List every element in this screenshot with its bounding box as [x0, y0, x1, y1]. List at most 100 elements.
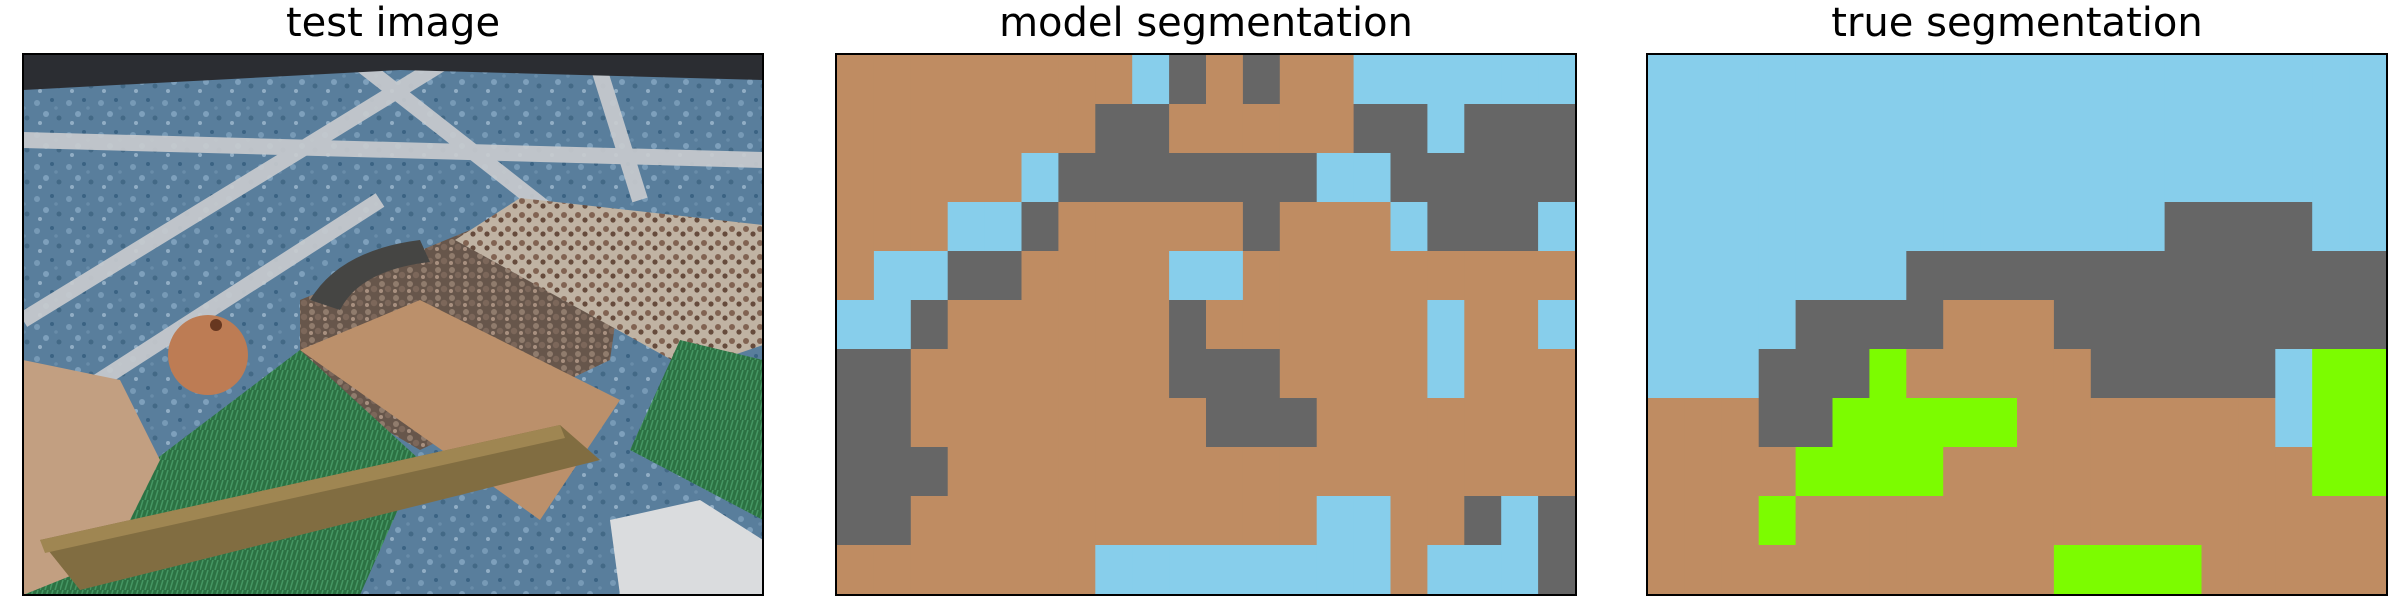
model-segmentation-cell	[1242, 398, 1281, 448]
model-segmentation-cell	[873, 496, 912, 546]
true-segmentation-cell	[2053, 349, 2092, 399]
true-segmentation-cell	[2017, 496, 2055, 546]
model-segmentation-cell	[837, 447, 875, 497]
true-segmentation-cell	[1684, 496, 1723, 546]
true-segmentation-cell	[1869, 104, 1907, 154]
true-segmentation-cell	[1980, 153, 2018, 203]
model-segmentation-cell	[1206, 545, 1244, 595]
true-segmentation-cell	[1906, 349, 1944, 399]
model-segmentation-cell	[947, 202, 986, 252]
model-segmentation-cell	[1353, 545, 1392, 595]
true-segmentation-cell	[1906, 496, 1944, 546]
model-segmentation-cell	[1169, 300, 1207, 350]
true-segmentation-cell	[2090, 251, 2129, 301]
model-segmentation-cell	[1206, 447, 1244, 497]
true-segmentation-cell	[2090, 349, 2129, 399]
model-segmentation-cell	[1021, 545, 1059, 595]
true-segmentation-cell	[2349, 496, 2387, 546]
true-segmentation-cell	[2090, 55, 2129, 105]
model-segmentation-cell	[1538, 349, 1576, 399]
model-segmentation-cell	[1538, 496, 1576, 546]
model-segmentation-cell	[1390, 251, 1428, 301]
model-segmentation-cell	[1353, 447, 1392, 497]
true-segmentation-cell	[2017, 104, 2055, 154]
true-segmentation-cell	[2238, 104, 2276, 154]
model-segmentation-cell	[910, 153, 949, 203]
true-segmentation-cell	[2164, 447, 2203, 497]
model-segmentation-cell	[910, 251, 949, 301]
true-segmentation-cell	[1721, 104, 1760, 154]
true-segmentation-cell	[1906, 300, 1944, 350]
true-segmentation-cell	[2090, 202, 2129, 252]
panel-title-true-segmentation: true segmentation	[1831, 0, 2203, 46]
true-segmentation-cell	[2164, 300, 2203, 350]
model-segmentation-cell	[1538, 55, 1576, 105]
model-segmentation-cell	[1390, 349, 1428, 399]
true-segmentation-cell	[1980, 545, 2018, 595]
model-segmentation-cell	[1095, 398, 1133, 448]
true-segmentation-cell	[2090, 398, 2129, 448]
model-segmentation-cell	[1464, 55, 1502, 105]
model-segmentation-cell	[1058, 202, 1096, 252]
model-segmentation-cell	[1464, 349, 1502, 399]
true-segmentation-cell	[2201, 545, 2239, 595]
true-segmentation-cell	[1721, 202, 1760, 252]
model-segmentation-cell	[1501, 104, 1539, 154]
true-segmentation-cell	[2201, 349, 2239, 399]
model-segmentation-cell	[1021, 349, 1059, 399]
model-segmentation-cell	[947, 496, 986, 546]
model-segmentation-cell	[1132, 398, 1170, 448]
true-segmentation-cell	[1943, 447, 1981, 497]
model-segmentation-cell	[1242, 104, 1281, 154]
model-segmentation-cell	[1169, 398, 1207, 448]
true-segmentation-cell	[2164, 202, 2203, 252]
panel-title-test-image: test image	[285, 0, 501, 46]
true-segmentation-cell	[1721, 153, 1760, 203]
model-segmentation-cell	[1206, 251, 1244, 301]
true-segmentation-cell	[2090, 447, 2129, 497]
model-segmentation-cell	[1021, 251, 1059, 301]
model-segmentation-cell	[984, 300, 1023, 350]
model-segmentation-cell	[910, 104, 949, 154]
true-segmentation-cell	[2201, 104, 2239, 154]
model-segmentation-cell	[837, 545, 875, 595]
model-segmentation-cell	[1206, 104, 1244, 154]
true-segmentation-cell	[2275, 153, 2313, 203]
true-segmentation-cell	[2127, 398, 2166, 448]
true-segmentation-cell	[1795, 496, 1834, 546]
true-segmentation-cell	[2017, 545, 2055, 595]
true-segmentation-cell	[2164, 349, 2203, 399]
true-segmentation-cell	[2053, 202, 2092, 252]
model-segmentation-cell	[1390, 153, 1428, 203]
true-segmentation-cell	[2164, 496, 2203, 546]
true-segmentation-cell	[1648, 153, 1686, 203]
true-segmentation-cell	[2275, 104, 2313, 154]
test-image	[23, 54, 763, 595]
true-segmentation-cell	[2312, 349, 2350, 399]
true-segmentation-cell	[1869, 349, 1907, 399]
model-segmentation-cell	[1538, 202, 1576, 252]
true-segmentation-cell	[1906, 202, 1944, 252]
true-segmentation-cell	[1795, 300, 1834, 350]
true-segmentation-cell	[2312, 202, 2350, 252]
model-segmentation-cell	[947, 349, 986, 399]
model-segmentation-cell	[1206, 398, 1244, 448]
true-segmentation-cell	[1758, 251, 1797, 301]
model-segmentation-cell	[1353, 202, 1392, 252]
model-segmentation-cell	[1464, 398, 1502, 448]
model-segmentation-cell	[1132, 55, 1170, 105]
true-segmentation-cell	[1684, 447, 1723, 497]
model-segmentation-cell	[984, 545, 1023, 595]
model-segmentation-cell	[1058, 104, 1096, 154]
model-segmentation-cell	[1501, 496, 1539, 546]
model-segmentation-cell	[1427, 55, 1465, 105]
model-segmentation-cell	[873, 251, 912, 301]
true-segmentation-cell	[1869, 496, 1907, 546]
model-segmentation-cell	[1464, 104, 1502, 154]
true-segmentation-cell	[1980, 300, 2018, 350]
true-segmentation-cell	[1980, 202, 2018, 252]
model-segmentation-cell	[910, 447, 949, 497]
model-segmentation-cell	[837, 251, 875, 301]
true-segmentation-cell	[2201, 398, 2239, 448]
model-segmentation-cell	[1169, 202, 1207, 252]
